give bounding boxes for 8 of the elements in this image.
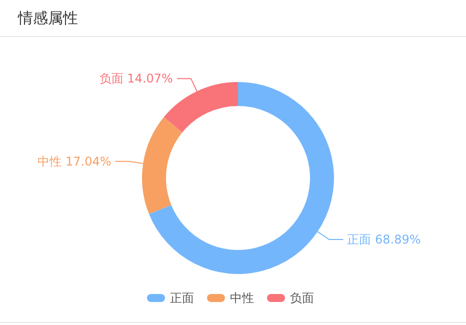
legend-label: 负面 [290, 291, 314, 305]
chart-title: 情感属性 [17, 9, 78, 27]
category-label: 正面 68.89% [347, 232, 421, 247]
donut-slice [164, 82, 238, 132]
legend-label: 中性 [230, 291, 254, 305]
category-label: 中性 17.04% [38, 154, 112, 168]
category-label: 负面 14.07% [99, 72, 173, 86]
legend-label: 正面 [170, 291, 194, 305]
